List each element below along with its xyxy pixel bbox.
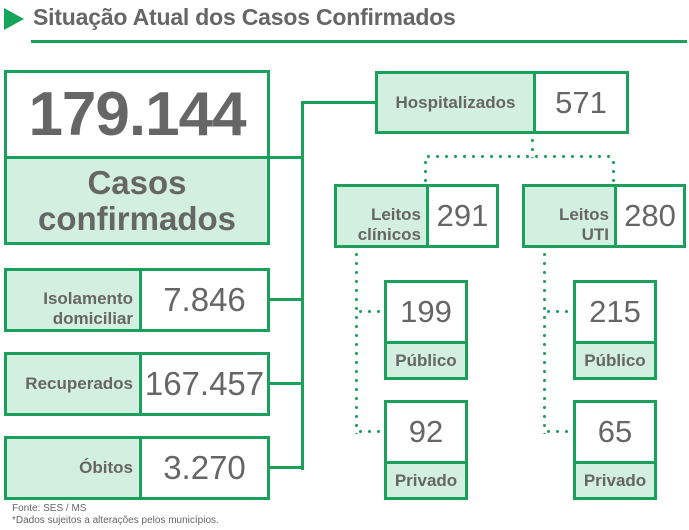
status-value: 167.457 bbox=[142, 355, 267, 413]
hospitalized-value: 571 bbox=[536, 74, 626, 131]
beds-icu-public-box: 215 Público bbox=[573, 280, 657, 380]
play-triangle-icon bbox=[4, 8, 24, 30]
status-value: 7.846 bbox=[142, 271, 267, 329]
status-row-recuperados: Recuperados 167.457 bbox=[4, 352, 270, 416]
status-label: Isolamento domiciliar bbox=[7, 271, 142, 329]
hospitalized-box: Hospitalizados 571 bbox=[375, 71, 629, 134]
dotted-connector bbox=[612, 158, 615, 184]
beds-clinical-private-box: 92 Privado bbox=[384, 400, 468, 500]
status-row-isolamento: Isolamento domiciliar 7.846 bbox=[4, 268, 270, 332]
total-cases-label-line2: confirmados bbox=[37, 199, 237, 237]
dotted-connector bbox=[356, 430, 386, 433]
beds-label-line1: Leitos bbox=[370, 205, 421, 224]
beds-icu-value: 280 bbox=[617, 187, 683, 245]
leaf-value: 92 bbox=[387, 403, 465, 464]
dotted-connector bbox=[424, 158, 427, 184]
beds-clinical-box: Leitos clínicos 291 bbox=[334, 184, 499, 248]
connector-line bbox=[269, 156, 304, 159]
status-label: Óbitos bbox=[7, 439, 142, 497]
status-label-line2: domiciliar bbox=[52, 309, 133, 328]
dotted-connector bbox=[543, 250, 546, 434]
leaf-value: 215 bbox=[576, 283, 654, 344]
connector-line bbox=[269, 298, 304, 301]
connector-trunk bbox=[301, 101, 304, 470]
beds-icu-box: Leitos UTI 280 bbox=[522, 184, 686, 248]
status-row-obitos: Óbitos 3.270 bbox=[4, 436, 270, 500]
total-cases-box: 179.144 Casos confirmados bbox=[4, 70, 270, 245]
hospitalized-label: Hospitalizados bbox=[378, 74, 536, 131]
status-label-line1: Isolamento bbox=[43, 289, 133, 308]
dotted-connector bbox=[355, 250, 358, 434]
total-cases-label: Casos confirmados bbox=[7, 159, 267, 242]
dotted-connector bbox=[531, 136, 534, 158]
total-cases-label-line1: Casos bbox=[87, 163, 187, 201]
connector-line bbox=[301, 101, 376, 104]
dotted-connector bbox=[544, 430, 574, 433]
leaf-value: 65 bbox=[576, 403, 654, 464]
leaf-label: Privado bbox=[576, 464, 654, 497]
beds-clinical-value: 291 bbox=[429, 187, 496, 245]
beds-label-line2: clínicos bbox=[357, 225, 421, 244]
page-title: Situação Atual dos Casos Confirmados bbox=[33, 4, 456, 30]
beds-icu-label: Leitos UTI bbox=[525, 187, 617, 245]
total-cases-value: 179.144 bbox=[7, 73, 267, 159]
beds-clinical-public-box: 199 Público bbox=[384, 280, 468, 380]
disclaimer-note: *Dados sujeitos a alterações pelos munic… bbox=[12, 515, 219, 526]
connector-line bbox=[269, 466, 304, 469]
connector-line bbox=[269, 382, 304, 385]
source-note: Fonte: SES / MS bbox=[12, 503, 87, 514]
beds-label-line2: UTI bbox=[581, 225, 609, 244]
dotted-connector bbox=[544, 310, 574, 313]
status-value: 3.270 bbox=[142, 439, 267, 497]
status-label: Recuperados bbox=[7, 355, 142, 413]
beds-label-line1: Leitos bbox=[558, 205, 609, 224]
title-underline bbox=[31, 40, 687, 43]
dotted-connector bbox=[356, 310, 386, 313]
leaf-label: Privado bbox=[387, 464, 465, 497]
leaf-value: 199 bbox=[387, 283, 465, 344]
leaf-label: Público bbox=[576, 344, 654, 377]
leaf-label: Público bbox=[387, 344, 465, 377]
dotted-connector bbox=[424, 155, 616, 158]
beds-icu-private-box: 65 Privado bbox=[573, 400, 657, 500]
beds-clinical-label: Leitos clínicos bbox=[337, 187, 429, 245]
